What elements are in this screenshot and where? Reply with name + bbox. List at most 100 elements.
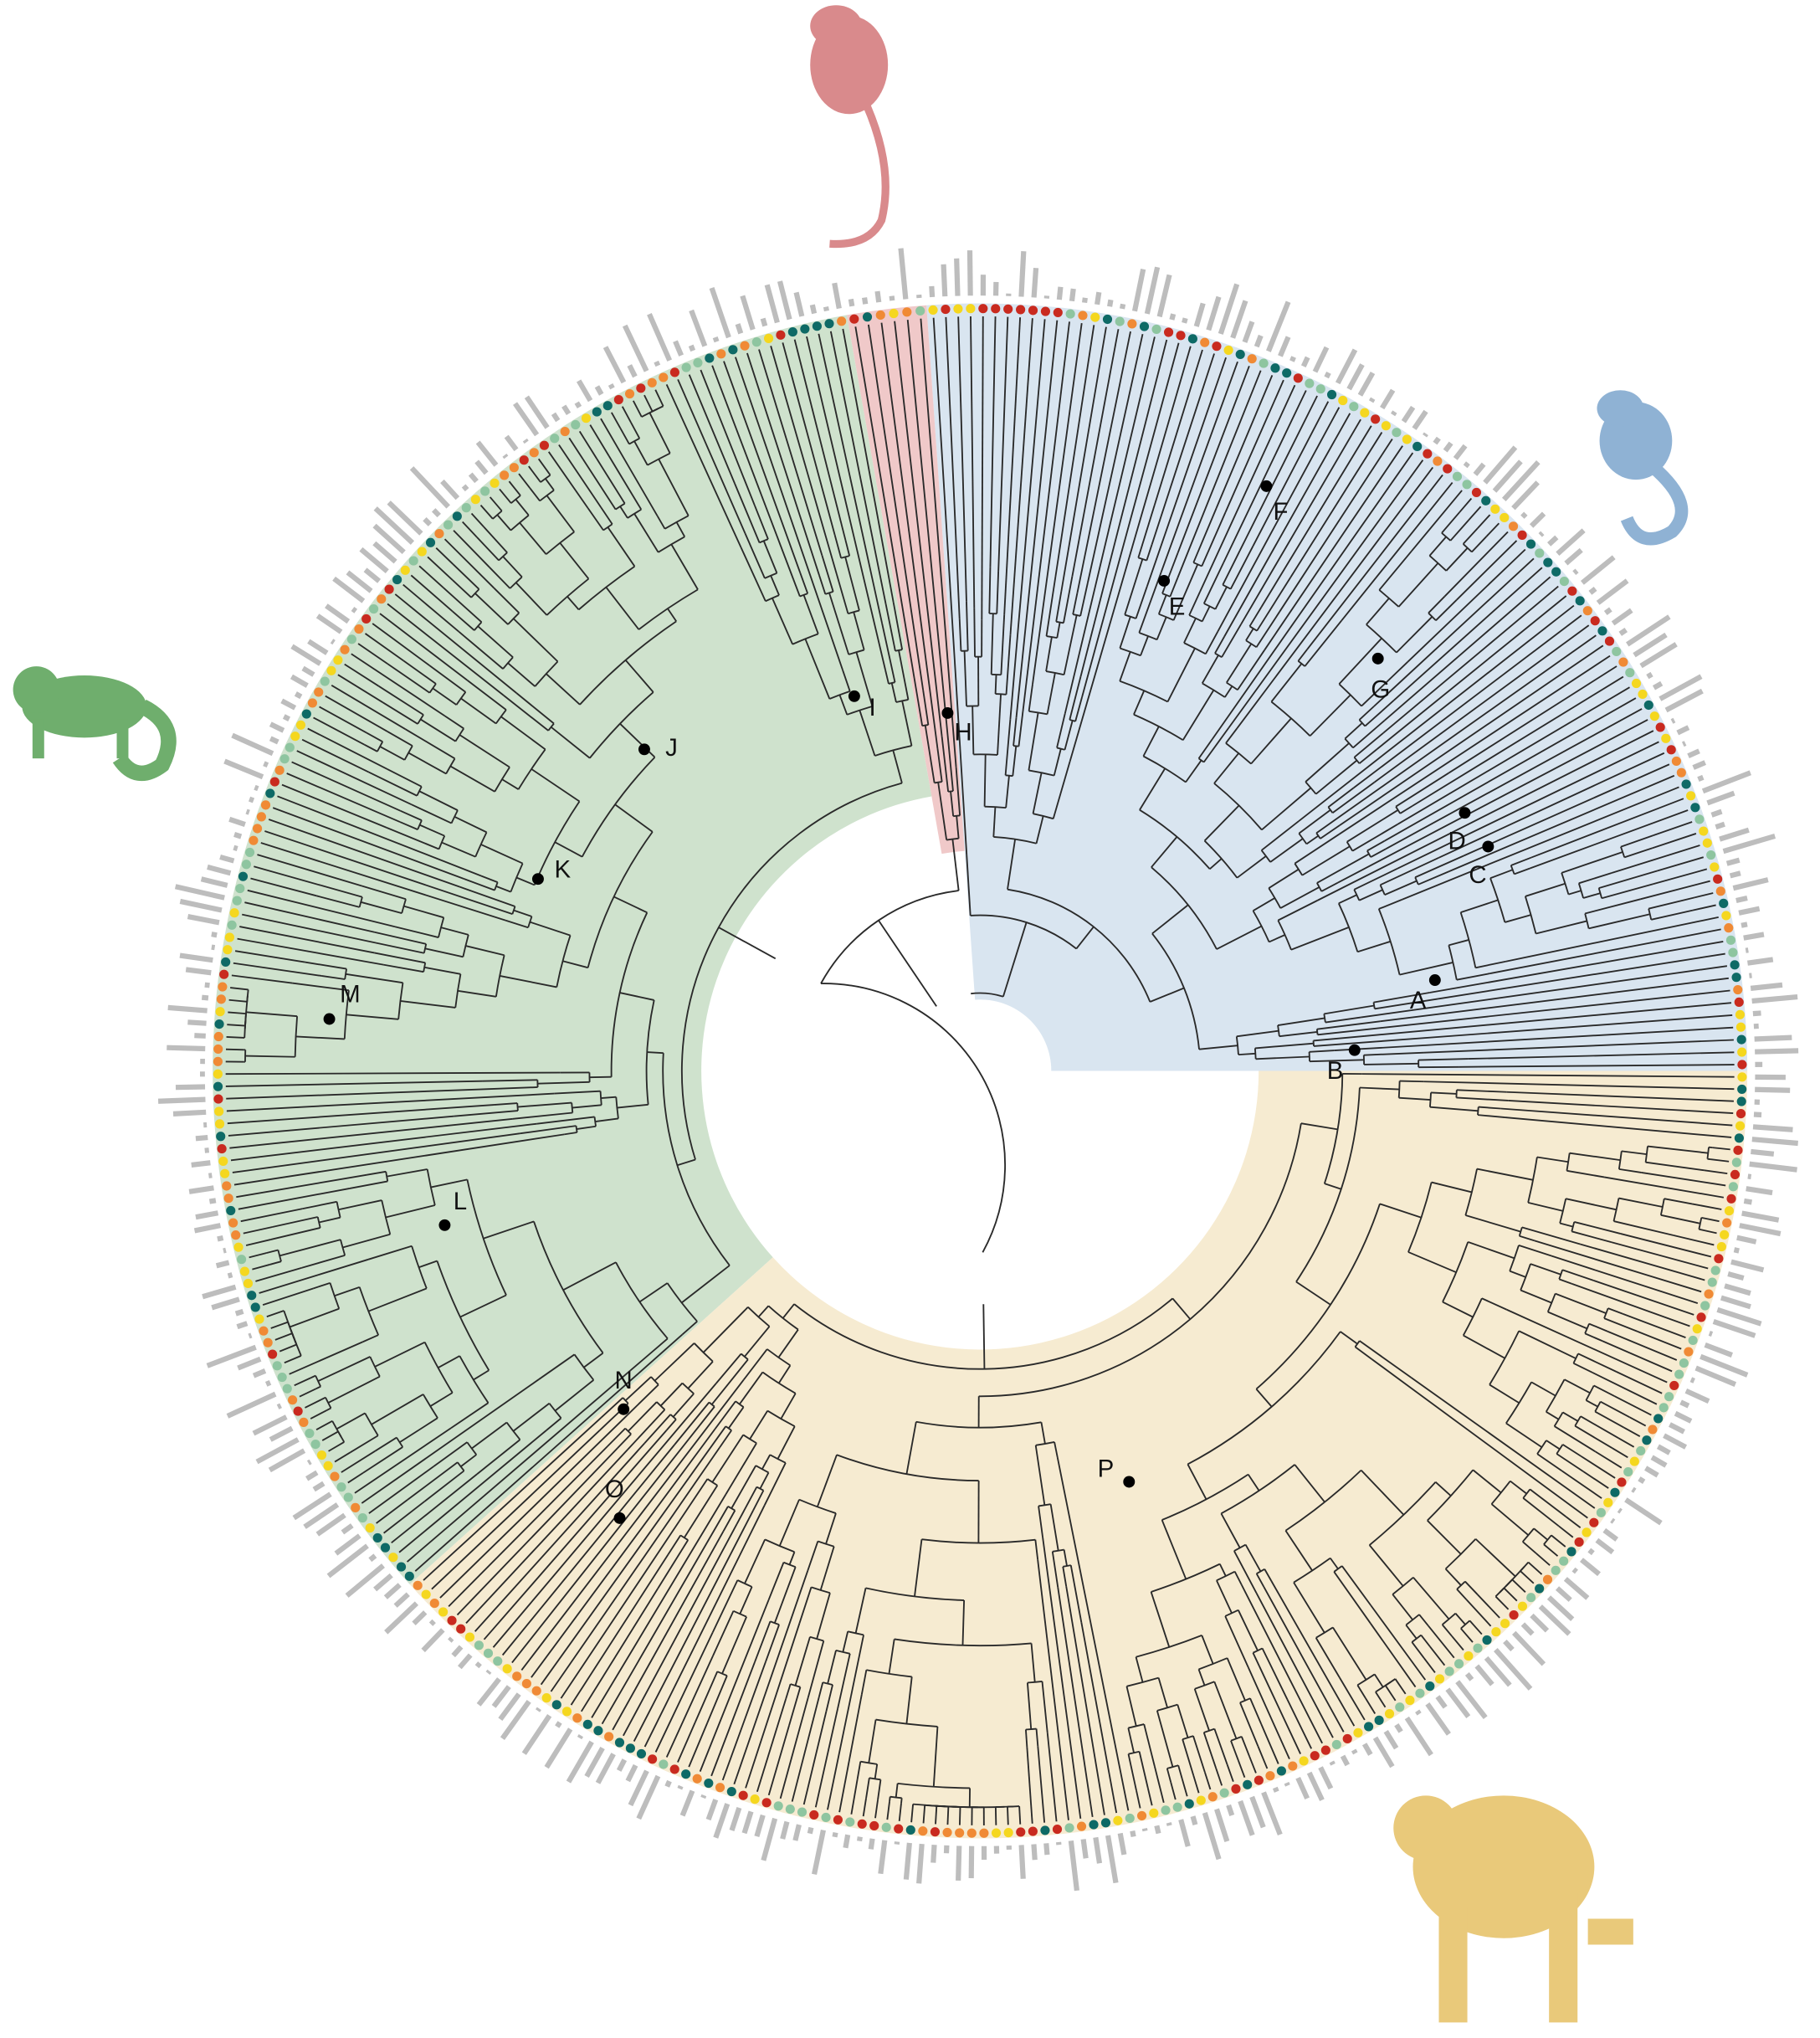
branch-arc bbox=[1510, 865, 1515, 875]
branch bbox=[1248, 1755, 1257, 1774]
branch bbox=[994, 674, 997, 695]
leaf-bar bbox=[1278, 336, 1291, 357]
leaf-dot bbox=[1149, 1808, 1159, 1818]
branch bbox=[1330, 1558, 1339, 1570]
leaf-dot bbox=[263, 1337, 273, 1348]
branch-arc bbox=[1337, 902, 1359, 952]
branch bbox=[387, 768, 423, 788]
branch bbox=[1558, 1278, 1572, 1285]
branch bbox=[1522, 1541, 1537, 1554]
branch bbox=[731, 1465, 757, 1509]
leaf-dot bbox=[1669, 1380, 1679, 1391]
branch bbox=[901, 701, 913, 747]
leaf-bar bbox=[359, 547, 389, 573]
branch-arc bbox=[1182, 1735, 1194, 1740]
branch bbox=[1244, 1544, 1262, 1572]
leaf-bar bbox=[709, 286, 731, 339]
branch bbox=[1229, 545, 1254, 590]
branch bbox=[225, 1071, 561, 1075]
branch bbox=[958, 1806, 961, 1825]
branch bbox=[562, 1261, 617, 1291]
leaf-dot bbox=[692, 1774, 702, 1784]
branch bbox=[1472, 1469, 1502, 1494]
leaf-bar bbox=[1093, 1836, 1103, 1864]
leaf-dot bbox=[1722, 1218, 1732, 1228]
leaf-dot bbox=[351, 1502, 361, 1512]
branch bbox=[1454, 1613, 1466, 1625]
leaf-dot bbox=[1090, 312, 1100, 322]
branch bbox=[321, 975, 346, 980]
branch bbox=[1069, 346, 1192, 762]
branch-arc bbox=[474, 831, 488, 858]
branch bbox=[473, 1369, 490, 1381]
root-arc bbox=[821, 983, 1007, 1253]
branch bbox=[1004, 719, 1012, 776]
leaf-bar bbox=[1117, 1832, 1127, 1856]
branch bbox=[1435, 599, 1458, 621]
branch-arc bbox=[1025, 1727, 1037, 1731]
branch bbox=[233, 962, 322, 977]
branch bbox=[1401, 786, 1679, 901]
branch bbox=[1233, 1550, 1258, 1594]
branch bbox=[1136, 1790, 1141, 1809]
branch bbox=[736, 1486, 758, 1525]
branch bbox=[1054, 325, 1095, 578]
branch bbox=[539, 480, 541, 483]
branch-arc bbox=[658, 536, 685, 553]
branch bbox=[1344, 722, 1363, 740]
branch-arc bbox=[1294, 863, 1304, 876]
branch bbox=[996, 570, 1000, 614]
leaf-bar bbox=[440, 479, 460, 501]
leaf-bar bbox=[1738, 906, 1761, 916]
stem bbox=[718, 927, 777, 960]
leaf-bar bbox=[807, 1826, 814, 1835]
branch bbox=[328, 1441, 345, 1452]
branch bbox=[305, 961, 347, 970]
branch-arc bbox=[897, 1782, 971, 1789]
leaf-bar bbox=[1603, 607, 1612, 616]
branch bbox=[1216, 925, 1263, 950]
branch bbox=[501, 778, 520, 790]
branch bbox=[1657, 856, 1705, 872]
leaf-dot bbox=[1326, 389, 1337, 400]
branch bbox=[802, 1711, 828, 1805]
leaf-dot bbox=[1293, 373, 1303, 383]
leaf-dot bbox=[1040, 1825, 1050, 1835]
leaf-bar bbox=[1751, 993, 1798, 1004]
branch-arc bbox=[656, 1401, 666, 1410]
branch bbox=[688, 1722, 709, 1768]
leaf-bar bbox=[1564, 547, 1583, 566]
branch bbox=[1371, 1358, 1588, 1519]
branch bbox=[1015, 320, 1059, 718]
branch bbox=[1264, 1568, 1273, 1582]
leaf-bar bbox=[1694, 1365, 1737, 1387]
branch bbox=[406, 1369, 632, 1563]
branch bbox=[770, 346, 838, 575]
leaf-bar bbox=[187, 1019, 207, 1026]
branch bbox=[867, 324, 925, 690]
branch bbox=[264, 830, 469, 901]
leaf-bar bbox=[625, 1763, 638, 1783]
branch bbox=[226, 1092, 555, 1112]
branch bbox=[719, 1506, 729, 1521]
leaf-dot bbox=[288, 1395, 298, 1405]
leaf-dot bbox=[705, 353, 715, 363]
branch bbox=[806, 336, 886, 670]
branch bbox=[362, 1334, 379, 1343]
leaf-dot bbox=[249, 835, 259, 845]
branch-arc bbox=[647, 452, 671, 466]
leaf-dot bbox=[1684, 1347, 1694, 1357]
leaf-dot bbox=[1535, 548, 1545, 558]
branch bbox=[1056, 713, 1066, 748]
leaf-dot bbox=[550, 434, 560, 444]
branch bbox=[1032, 323, 1083, 685]
branch bbox=[1171, 1297, 1192, 1320]
branch bbox=[1160, 361, 1238, 572]
leaf-dot bbox=[1265, 1771, 1275, 1781]
leaf-dot bbox=[1575, 596, 1585, 606]
branch bbox=[1284, 1530, 1313, 1572]
branch-arc bbox=[411, 1245, 428, 1289]
leaf-dot bbox=[1659, 1403, 1669, 1413]
branch bbox=[1198, 1045, 1238, 1050]
branch bbox=[654, 1631, 714, 1753]
